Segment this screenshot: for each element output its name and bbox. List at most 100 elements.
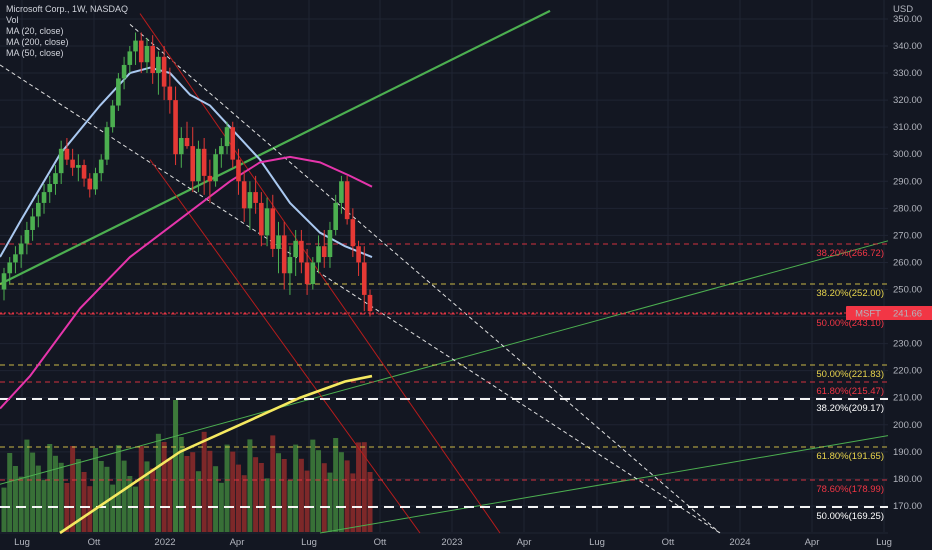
fib-levels: 38.20%(266.72) 38.20%(252.00) 50.00%(243.1… [0,243,888,522]
candles [1,32,373,317]
candle-body [281,235,287,274]
volume-bar [47,444,53,532]
volume-bar [258,463,264,532]
x-tick-label: Ott [88,537,101,548]
candle-body [144,46,150,63]
candle-body [173,100,178,155]
y-tick-label: 320.00 [893,95,922,106]
candle-body [270,208,276,249]
volume-bar [367,472,373,532]
trend-line-mid [0,240,889,485]
legend-ma50[interactable]: MA (50, close) [6,48,64,58]
legend-ma20[interactable]: MA (20, close) [6,26,64,36]
volume-bar [298,458,304,532]
volume-bar [184,456,190,532]
candle-body [30,216,35,230]
channel-dashed-upper [0,64,721,534]
legend: Microsoft Corp., 1W, NASDAQ Vol MA (20, … [6,4,128,59]
volume-bar [127,476,133,532]
candle-body [350,219,356,247]
candle-body [299,240,304,263]
candle-body [356,246,361,263]
legend-symbol[interactable]: Microsoft Corp., 1W, NASDAQ [6,4,129,14]
y-tick-label: 230.00 [893,339,922,350]
candle-body [184,137,190,147]
candle-body [24,229,30,244]
volume-bar [150,468,156,532]
volume-bar [327,472,333,532]
price-tag-symbol: MSFT [855,309,881,320]
volume-bar [310,439,316,532]
candle-body [64,148,70,160]
candle-body [367,294,373,312]
y-tick-label: 210.00 [893,393,922,404]
candle-body [316,246,321,263]
fib-label: 38.20%(266.72) [816,248,884,259]
candle-body [58,148,64,174]
volume-bar [24,439,30,532]
volume-bar [304,470,310,532]
candle-body [264,208,270,236]
ma50-line [0,155,373,410]
x-tick-label: 2022 [154,537,175,548]
volume-bar [213,466,219,532]
moving-averages [0,66,373,535]
candle-body [276,235,281,249]
volume-bar [161,442,167,532]
volume-bar [41,479,47,532]
trend-lines [0,9,889,534]
volume-bar [58,462,64,532]
volume-bar [270,435,276,532]
y-tick-label: 220.00 [893,366,922,377]
candle-body [321,246,327,258]
candle-body [361,262,367,295]
candle-body [259,202,264,236]
volume-bar [98,461,104,532]
fib-label: 61.80%(215.47) [816,386,884,397]
candle-body [138,40,144,63]
volume-bar [344,460,350,532]
legend-vol[interactable]: Vol [6,15,19,25]
volume-bar [356,442,362,532]
y-tick-label: 260.00 [893,257,922,268]
volume-bars [1,400,373,532]
candle-body [339,181,344,203]
volume-bar [1,487,7,532]
volume-bar [87,486,93,532]
volume-bar [350,473,356,532]
candle-body [150,46,155,74]
volume-bar [70,446,76,532]
candle-body [224,127,230,147]
legend-ma200[interactable]: MA (200, close) [6,37,69,47]
fib-label: 50.00%(169.25) [816,511,884,522]
y-tick-label: 310.00 [893,122,922,133]
channel-red-lower [149,159,421,534]
fib-label: 78.60%(178.99) [816,484,884,495]
candle-body [167,86,173,101]
y-tick-label: 190.00 [893,447,922,458]
x-tick-label: 2023 [441,537,462,548]
volume-bar [293,444,299,532]
volume-bar [281,459,287,532]
candle-body [18,243,24,255]
volume-bar [264,478,270,532]
y-tick-label: 250.00 [893,285,922,296]
candle-body [98,159,104,174]
candle-body [76,165,81,168]
candle-body [104,127,110,160]
volume-bar [173,400,179,532]
y-tick-label: 270.00 [893,230,922,241]
volume-bar [52,455,58,532]
volume-bar [218,482,224,532]
volume-bar [241,475,247,532]
candle-body [293,240,298,258]
grid [0,0,888,534]
volume-bar [195,471,201,532]
candle-body [207,175,213,182]
volume-bar [178,437,184,532]
volume-bar [133,486,139,532]
currency-label: USD [893,4,913,15]
